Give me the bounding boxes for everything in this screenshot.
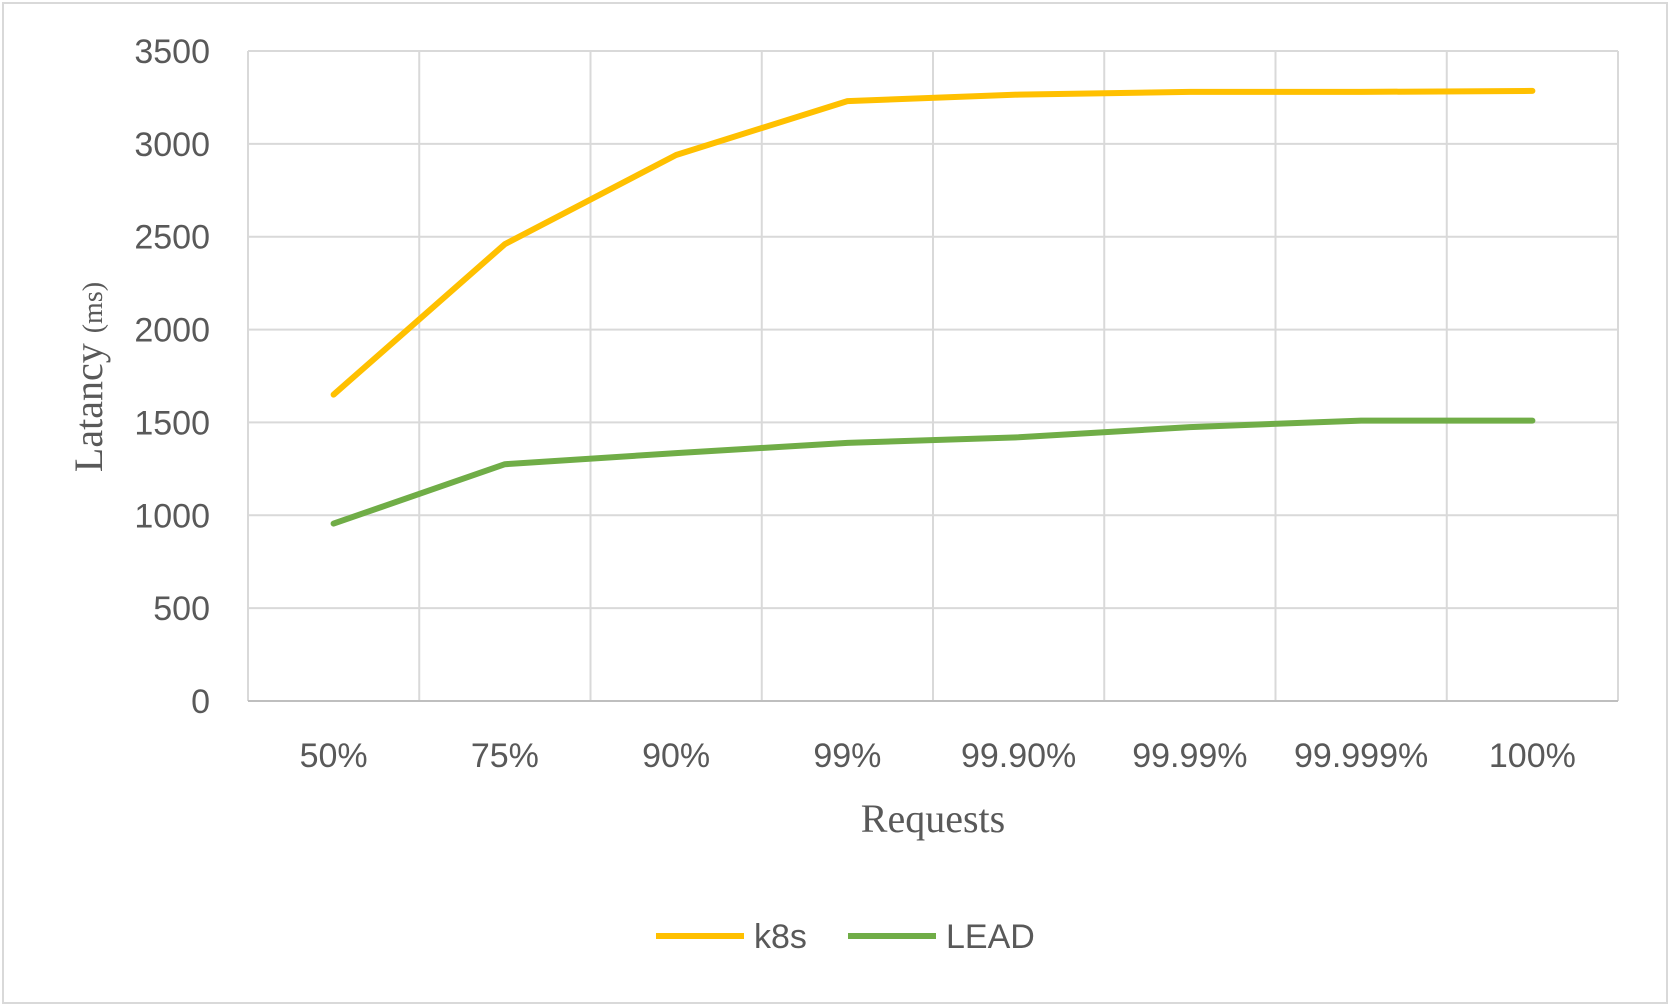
y-axis-title-unit: (ms) bbox=[78, 282, 109, 333]
data-point-k8s bbox=[1189, 91, 1191, 93]
y-tick-labels: 0 500 1000 1500 2000 2500 3000 3500 bbox=[134, 33, 210, 721]
data-point-lead bbox=[1531, 420, 1533, 422]
y-axis-title: Latancy (ms) bbox=[66, 282, 111, 472]
x-tick-label: 99.99% bbox=[1132, 737, 1247, 775]
series-line-lead bbox=[330, 417, 1536, 527]
data-point-lead bbox=[846, 442, 848, 444]
y-tick-label: 1500 bbox=[134, 404, 210, 442]
data-point-lead bbox=[1189, 426, 1191, 428]
x-tick-label: 99.999% bbox=[1294, 737, 1428, 775]
series-line-k8s bbox=[330, 87, 1536, 398]
y-tick-label: 1000 bbox=[134, 497, 210, 535]
data-point-lead bbox=[333, 523, 335, 525]
y-tick-label: 500 bbox=[153, 590, 210, 628]
x-tick-label: 99% bbox=[813, 737, 881, 775]
data-point-k8s bbox=[846, 100, 848, 102]
y-tick-label: 0 bbox=[191, 683, 210, 721]
data-point-lead bbox=[675, 452, 677, 454]
data-point-k8s bbox=[1018, 94, 1020, 96]
data-point-k8s bbox=[333, 394, 335, 396]
data-point-k8s bbox=[1360, 91, 1362, 93]
data-point-k8s bbox=[504, 243, 506, 245]
y-tick-label: 3500 bbox=[134, 33, 210, 71]
y-tick-label: 2000 bbox=[134, 312, 210, 350]
x-axis-title: Requests bbox=[861, 796, 1005, 841]
data-point-k8s bbox=[675, 154, 677, 156]
x-tick-label: 100% bbox=[1489, 737, 1576, 775]
data-point-k8s bbox=[1531, 90, 1533, 92]
legend-label-lead: LEAD bbox=[946, 918, 1035, 956]
x-tick-label: 75% bbox=[471, 737, 539, 775]
y-tick-label: 3000 bbox=[134, 126, 210, 164]
legend-label-k8s: k8s bbox=[754, 918, 807, 956]
x-tick-label: 90% bbox=[642, 737, 710, 775]
data-point-lead bbox=[504, 463, 506, 465]
data-point-lead bbox=[1360, 420, 1362, 422]
gridlines bbox=[247, 50, 1619, 702]
data-point-lead bbox=[1018, 436, 1020, 438]
x-tick-labels: 50% 75% 90% 99% 99.90% 99.99% 99.999% 100% bbox=[300, 737, 1576, 775]
y-axis-title-main: Latancy bbox=[66, 333, 111, 472]
legend: k8s LEAD bbox=[656, 918, 1035, 956]
x-tick-label: 50% bbox=[300, 737, 368, 775]
x-tick-label: 99.90% bbox=[961, 737, 1076, 775]
y-tick-label: 2500 bbox=[134, 219, 210, 257]
series-lines bbox=[330, 87, 1536, 527]
